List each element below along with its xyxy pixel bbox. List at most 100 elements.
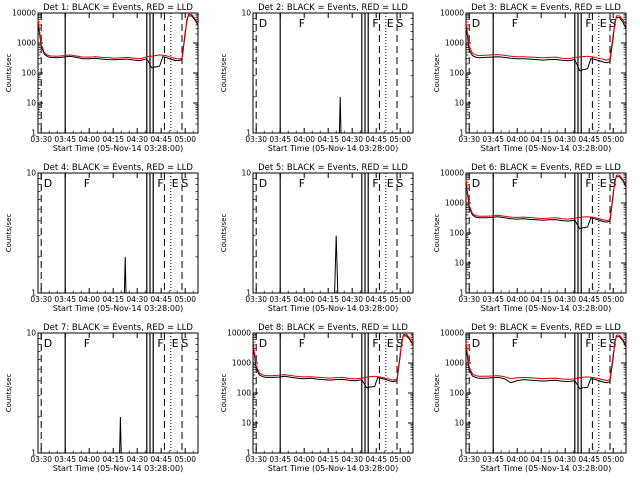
flag-label: D [44,337,52,350]
y-axis-label: Counts/sec [5,214,13,253]
x-tick-label: 03:45 [269,295,291,304]
y-tick-label: 1 [31,289,36,298]
panel-det-1: Det 1: BLACK = Events, RED = LLD 1 10 100 10… [5,3,199,153]
y-tick-label: 1000 [445,359,464,368]
panel-det-9: Det 9: BLACK = Events, RED = LLD 1 10 100 10… [433,323,627,473]
flag-label: S [181,177,188,190]
flag-label: F [372,337,378,350]
series-line-events [37,15,199,69]
y-tick-label: 10 [241,169,251,178]
flag-label: F [512,177,518,190]
x-tick-label: 03:45 [482,135,504,144]
panel-title: Det 4: BLACK = Events, RED = LLD [43,163,193,173]
plot-frame [252,332,414,454]
x-tick-label: 03:45 [269,135,291,144]
flag-label: F [372,17,378,30]
panel-title: Det 8: BLACK = Events, RED = LLD [258,323,408,333]
y-tick-label: 1 [246,289,251,298]
y-tick-label: 1 [31,129,36,138]
plot-frame [37,332,199,454]
y-tick-label: 1 [246,449,251,458]
panel-det-4: Det 4: BLACK = Events, RED = LLD 1 10 03:30… [5,163,199,313]
x-tick-label: 03:30 [458,135,480,144]
x-tick-label: 03:30 [30,135,52,144]
x-tick-label: 04:00 [293,295,315,304]
plot-frame [37,172,199,294]
x-axis-label: Start Time (05-Nov-14 03:28:00) [268,144,398,153]
flag-label: F [585,17,591,30]
panel-det-2: Det 2: BLACK = Events, RED = LLD 1 10 03:30… [220,3,414,153]
series-line-events [252,335,414,389]
series-line-lld [37,13,199,60]
flag-label: D [472,17,480,30]
y-axis-label: Counts/sec [433,214,441,253]
x-tick-label: 04:45 [578,455,600,464]
x-axis-label: Start Time (05-Nov-14 03:28:00) [53,304,183,313]
flag-label: F [299,17,305,30]
y-tick-label: 10 [454,419,464,428]
flag-label: E [600,337,607,350]
x-tick-label: 04:30 [554,455,576,464]
x-tick-label: 03:30 [458,295,480,304]
y-tick-label: 10000 [440,329,464,338]
x-tick-label: 04:15 [102,455,124,464]
panel-det-8: Det 8: BLACK = Events, RED = LLD 1 10 100 10… [220,323,414,473]
x-tick-label: 03:45 [54,455,76,464]
x-axis-label: Start Time (05-Nov-14 03:28:00) [53,144,183,153]
panel-title: Det 9: BLACK = Events, RED = LLD [471,323,621,333]
x-tick-label: 04:00 [506,135,528,144]
panel-title: Det 2: BLACK = Events, RED = LLD [258,3,408,13]
x-tick-label: 04:45 [150,135,172,144]
series-line-events [465,17,627,72]
x-tick-label: 04:00 [506,455,528,464]
x-tick-label: 03:30 [245,295,267,304]
series-line-lld [465,174,627,222]
x-tick-label: 04:15 [530,135,552,144]
x-axis-label: Start Time (05-Nov-14 03:28:00) [53,464,183,473]
x-tick-label: 04:30 [126,295,148,304]
series-line-lld [252,333,414,381]
plot-frame [465,332,627,454]
x-tick-label: 04:15 [102,295,124,304]
y-tick-label: 100 [237,389,252,398]
plot-frame [465,12,627,134]
flag-label: D [472,177,480,190]
x-tick-label: 05:00 [389,455,411,464]
x-tick-label: 04:30 [341,135,363,144]
y-tick-label: 1 [31,449,36,458]
series-line-events [465,336,627,390]
series-line-lld [465,15,627,61]
x-tick-label: 04:15 [530,455,552,464]
x-tick-label: 04:45 [578,295,600,304]
series-line-events [253,235,413,294]
x-tick-label: 03:45 [54,295,76,304]
y-axis-label: Counts/sec [5,54,13,93]
series-line-events [253,96,413,134]
y-tick-label: 10000 [227,329,251,338]
plot-frame [252,172,414,294]
flag-label: E [172,337,179,350]
x-tick-label: 05:00 [174,455,196,464]
x-tick-label: 04:00 [506,295,528,304]
x-tick-label: 04:00 [78,135,100,144]
panel-det-5: Det 5: BLACK = Events, RED = LLD 1 10 03:30… [220,163,414,313]
flag-label: F [585,337,591,350]
y-tick-label: 100 [450,69,465,78]
x-tick-label: 04:30 [126,455,148,464]
flag-label: S [396,17,403,30]
flag-label: F [84,337,90,350]
y-tick-label: 1000 [445,39,464,48]
x-tick-label: 04:45 [365,295,387,304]
x-tick-label: 03:45 [269,455,291,464]
flag-label: F [157,337,163,350]
flag-label: E [387,17,394,30]
x-tick-label: 03:30 [458,455,480,464]
x-tick-label: 04:15 [317,295,339,304]
x-tick-label: 04:00 [78,455,100,464]
panel-title: Det 3: BLACK = Events, RED = LLD [471,3,621,13]
flag-label: E [387,337,394,350]
y-tick-label: 10000 [12,9,36,18]
x-tick-label: 05:00 [602,455,624,464]
y-axis-label: Counts/sec [5,374,13,413]
y-tick-label: 10 [241,9,251,18]
